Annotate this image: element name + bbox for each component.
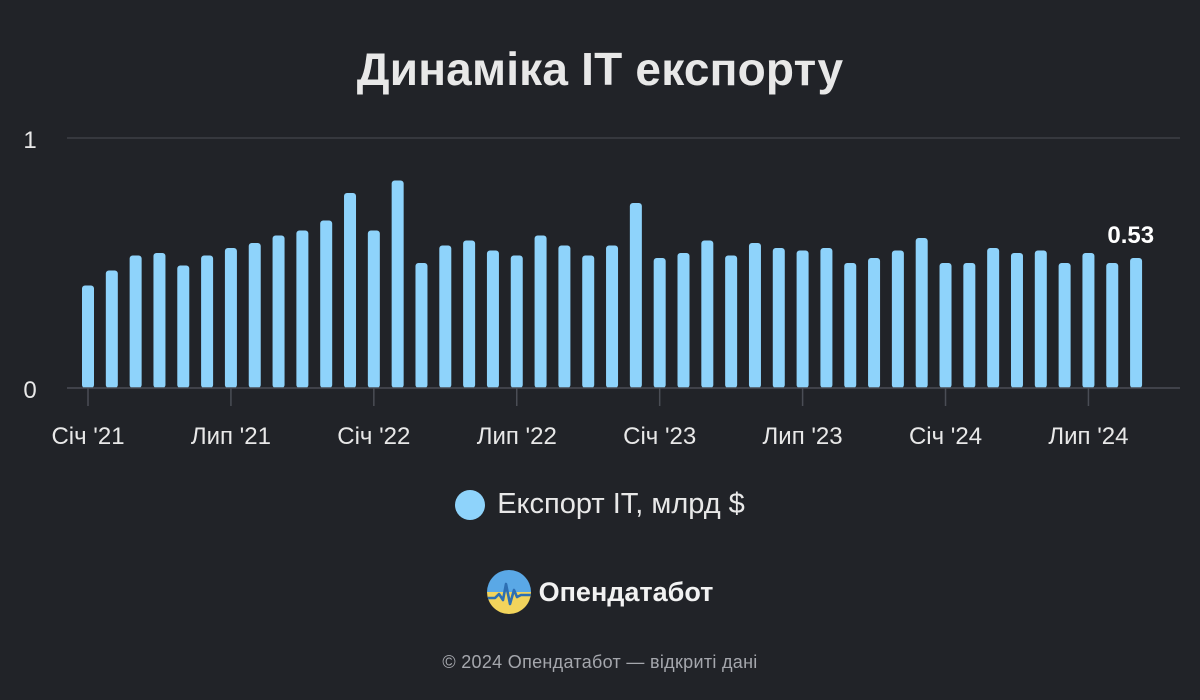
- opendatabot-logo-icon: [486, 570, 531, 614]
- bar: [844, 263, 857, 388]
- bar: [606, 245, 619, 388]
- x-tick-label: Січ '24: [909, 423, 982, 450]
- bar: [105, 270, 118, 388]
- bar: [748, 243, 761, 388]
- legend-label: Експорт IT, млрд $: [497, 488, 745, 520]
- bar: [915, 238, 928, 388]
- bar: [725, 255, 738, 388]
- bar: [320, 220, 333, 388]
- y-tick-label: 0: [23, 377, 36, 404]
- bar: [701, 240, 714, 388]
- bar: [1034, 250, 1047, 388]
- x-tick-label: Лип '23: [763, 423, 843, 450]
- x-tick-label: Січ '23: [623, 423, 696, 450]
- bar: [391, 180, 404, 388]
- bar: [534, 235, 547, 388]
- bar: [153, 253, 166, 388]
- bar: [891, 250, 904, 388]
- x-tick-label: Січ '21: [51, 423, 124, 450]
- x-tick-label: Лип '21: [191, 423, 271, 450]
- bar: [963, 263, 976, 388]
- bar: [772, 248, 785, 388]
- chart-title: Динаміка IT експорту: [356, 43, 844, 95]
- bar: [653, 258, 666, 388]
- bar: [439, 245, 452, 388]
- bar: [1010, 253, 1023, 388]
- bar: [272, 235, 285, 388]
- bar: [224, 248, 237, 388]
- legend-swatch: [455, 489, 486, 520]
- bar: [677, 253, 690, 388]
- bar: [629, 203, 642, 388]
- bar: [868, 258, 881, 388]
- bar: [296, 230, 309, 388]
- bar: [82, 285, 94, 388]
- bar: [486, 250, 499, 388]
- bar: [1130, 258, 1143, 388]
- bar-chart: 1 0 Січ '21 Лип '21 Січ '22 Лип '22 Січ '23 Лип…: [23, 127, 1180, 450]
- chart-legend[interactable]: Експорт IT, млрд $: [0, 488, 1200, 521]
- bar: [415, 263, 428, 388]
- bar: [1082, 253, 1095, 388]
- bar: [1106, 263, 1119, 388]
- bar: [129, 255, 142, 388]
- bar: [344, 193, 357, 388]
- x-tick-label: Лип '22: [477, 423, 557, 450]
- bar: [1058, 263, 1071, 388]
- y-tick-label: 1: [23, 127, 36, 154]
- bar: [463, 240, 476, 388]
- bar: [177, 265, 190, 388]
- bar: [820, 248, 833, 388]
- last-value-label: 0.53: [1107, 222, 1154, 249]
- bar: [510, 255, 523, 388]
- brand[interactable]: Опендатабот: [0, 570, 1200, 614]
- bar: [201, 255, 214, 388]
- brand-name: Опендатабот: [538, 576, 714, 607]
- bar: [582, 255, 595, 388]
- bar: [939, 263, 952, 388]
- x-tick-label: Січ '22: [337, 423, 410, 450]
- bar: [558, 245, 571, 388]
- bar: [367, 230, 380, 388]
- bar: [987, 248, 1000, 388]
- x-tick-label: Лип '24: [1048, 423, 1128, 450]
- footer-copyright: © 2024 Опендатабот — відкриті дані: [442, 652, 758, 672]
- bar: [796, 250, 809, 388]
- bar: [248, 243, 261, 388]
